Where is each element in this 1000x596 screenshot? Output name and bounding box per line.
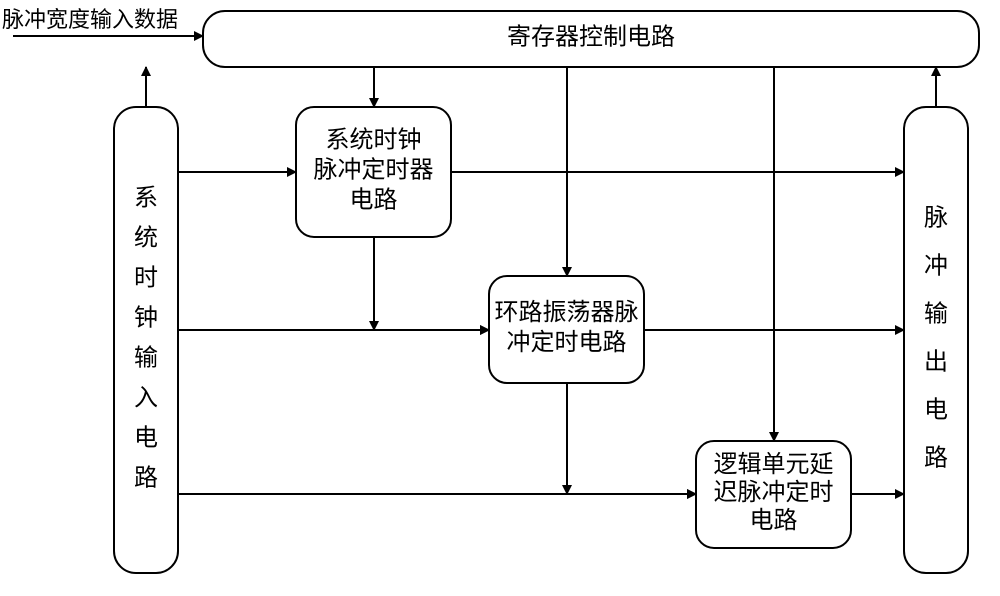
block-right-line: 电 <box>924 397 948 424</box>
block-left-line: 输 <box>134 345 158 372</box>
block-right-line: 冲 <box>924 253 948 280</box>
block-a-line: 电路 <box>350 187 398 214</box>
block-right-line: 脉 <box>924 205 948 232</box>
block-right-line: 路 <box>924 445 948 472</box>
block-left-line: 路 <box>134 465 158 492</box>
block-right <box>904 107 968 573</box>
block-b-line: 冲定时电路 <box>507 329 627 356</box>
block-right-line: 出 <box>924 349 948 376</box>
block-b-line: 环路振荡器脉 <box>495 299 639 326</box>
block-left-line: 入 <box>134 386 158 412</box>
block-left-line: 钟 <box>134 305 158 332</box>
block-c-line: 迟脉冲定时 <box>714 479 834 506</box>
block-c-line: 逻辑单元延 <box>714 451 834 478</box>
block-a-line: 脉冲定时器 <box>314 157 434 184</box>
input-label: 脉冲宽度输入数据 <box>2 7 178 32</box>
block-left-line: 系 <box>134 185 158 212</box>
block-c-line: 电路 <box>750 507 798 534</box>
block-right-line: 输 <box>924 301 948 328</box>
block-left-line: 时 <box>134 265 158 292</box>
block-left-line: 电 <box>134 425 158 452</box>
block-left <box>114 107 178 573</box>
block-top-line: 寄存器控制电路 <box>507 24 675 51</box>
block-left-line: 统 <box>134 225 158 252</box>
block-a-line: 系统时钟 <box>326 127 422 154</box>
